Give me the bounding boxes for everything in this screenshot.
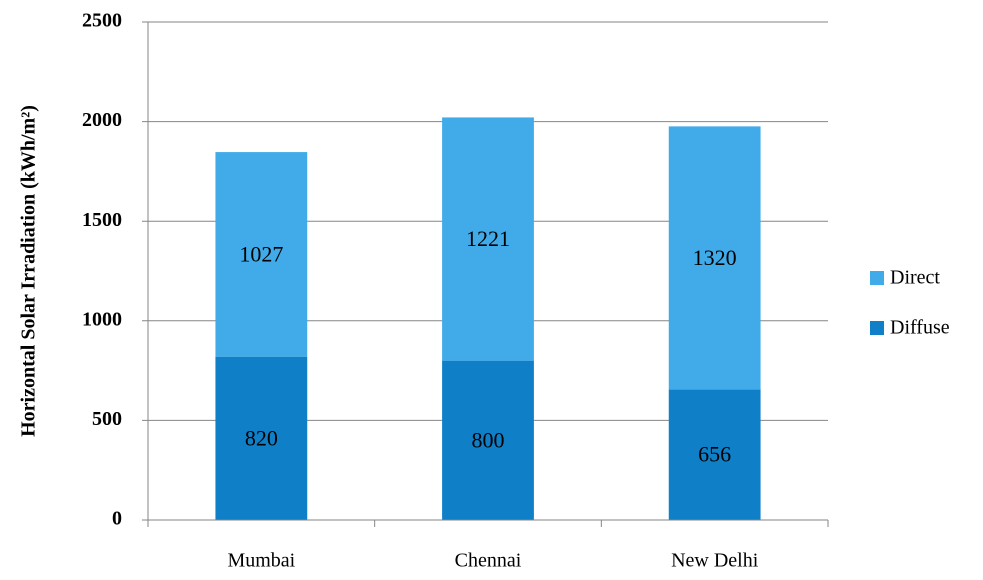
y-tick-label: 500 bbox=[92, 408, 122, 430]
data-label: 656 bbox=[698, 442, 731, 467]
y-tick-label: 1500 bbox=[82, 209, 122, 231]
y-tick-label: 2500 bbox=[82, 10, 122, 32]
bar-segment bbox=[215, 356, 308, 520]
legend-label: Diffuse bbox=[890, 317, 950, 339]
bar-segment bbox=[668, 126, 761, 390]
legend-swatch bbox=[870, 271, 884, 285]
y-tick-label: 0 bbox=[112, 508, 122, 530]
legend-swatch bbox=[870, 321, 884, 335]
x-tick-label: Chennai bbox=[455, 550, 522, 572]
data-label: 1027 bbox=[239, 241, 283, 266]
bar-segment bbox=[668, 389, 761, 520]
bar-segment bbox=[215, 152, 308, 357]
y-tick-label: 1000 bbox=[82, 308, 122, 330]
data-label: 1221 bbox=[466, 226, 510, 251]
y-tick-label: 2000 bbox=[82, 109, 122, 131]
data-label: 800 bbox=[472, 427, 505, 452]
y-axis-title: Horizontal Solar Irradiation (kWh/m²) bbox=[18, 105, 40, 437]
bar-segment bbox=[442, 117, 534, 361]
x-tick-label: New Delhi bbox=[671, 550, 759, 572]
x-tick-label: Mumbai bbox=[227, 550, 295, 572]
data-label: 1320 bbox=[693, 245, 737, 270]
bar-segment bbox=[442, 360, 534, 520]
legend-label: Direct bbox=[890, 267, 940, 289]
data-label: 820 bbox=[245, 425, 278, 450]
